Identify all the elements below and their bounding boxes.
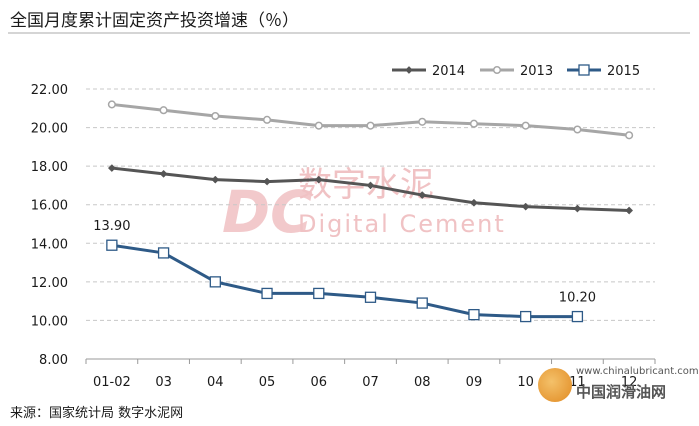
gridlines (86, 88, 655, 321)
y-tick-label: 12.00 (31, 276, 68, 291)
y-tick-label: 10.00 (31, 314, 68, 329)
title-divider (8, 32, 690, 34)
legend-label: 2013 (520, 64, 553, 79)
legend: 2014 2013 2015 (392, 64, 640, 79)
data-label: 10.20 (559, 291, 596, 306)
watermark-digital-cement: DC 数字水泥 Digital Cement (222, 165, 506, 246)
series-line-2015 (111, 243, 578, 319)
x-tick-label: 10 (517, 375, 534, 390)
point-2013 (314, 121, 323, 130)
point-2014 (366, 181, 375, 190)
point-2013 (107, 100, 116, 109)
point-2013 (159, 106, 168, 115)
series-line-2013 (111, 102, 630, 137)
x-tick-label: 04 (207, 375, 224, 390)
point-2014 (263, 177, 271, 186)
legend-label: 2015 (607, 64, 640, 79)
point-2013 (521, 121, 530, 130)
point-2015 (416, 297, 428, 309)
point-2014 (314, 175, 323, 184)
point-2014 (107, 164, 116, 173)
point-2015 (209, 276, 221, 288)
legend-marker (578, 64, 590, 76)
point-2013 (262, 115, 272, 124)
legend-item-2014: 2014 (392, 64, 465, 79)
point-2014 (159, 169, 168, 178)
x-tick-label: 03 (155, 375, 172, 390)
x-tick-label: 09 (466, 375, 483, 390)
y-tick-label: 16.00 (31, 199, 68, 214)
series-2014 (107, 164, 634, 215)
axes: 8.00 10.00 12.00 14.00 16.00 18.00 20.00 22.00 0… (31, 83, 656, 390)
watermark-en-text: Digital Cement (298, 210, 506, 238)
x-tick-label: 08 (414, 375, 431, 390)
source-note: 来源：国家统计局 数字水泥网 (10, 406, 184, 421)
legend-item-2013: 2013 (480, 64, 553, 79)
point-2013 (366, 121, 375, 130)
point-2015 (261, 287, 273, 300)
legend-label: 2014 (432, 64, 465, 79)
legend-item-2015: 2015 (567, 64, 640, 79)
y-tick-label: 18.00 (31, 160, 68, 175)
point-2014 (211, 175, 220, 184)
point-2015 (106, 239, 118, 251)
x-tick-label: 07 (362, 375, 379, 390)
y-tick-label: 20.00 (31, 122, 68, 137)
legend-marker (492, 65, 502, 75)
site-watermark: www.chinalubricant.com 中国润滑油网 (538, 366, 699, 416)
point-2015 (571, 310, 584, 323)
series-2013 (107, 100, 634, 140)
site-name: 中国润滑油网 (576, 383, 667, 401)
x-tick-label: 01-02 (93, 375, 131, 390)
point-2013 (625, 131, 634, 140)
point-2013 (418, 117, 427, 126)
point-2013 (573, 125, 582, 134)
point-2015 (520, 310, 532, 323)
legend-marker (405, 66, 413, 74)
y-tick-label: 22.00 (31, 83, 68, 98)
x-tick-label: 05 (259, 375, 276, 390)
series-layer (106, 100, 634, 323)
x-tick-label: 11 (569, 375, 586, 390)
y-tick-label: 8.00 (39, 353, 68, 368)
point-2014 (470, 198, 478, 207)
point-2014 (625, 206, 634, 215)
chart-title: 全国月度累计固定资产投资增速（％） (10, 11, 299, 31)
point-2014 (521, 202, 530, 211)
x-tick-label: 06 (310, 375, 327, 390)
site-url: www.chinalubricant.com (576, 366, 699, 377)
point-2013 (211, 111, 220, 121)
point-2015 (468, 308, 480, 321)
point-2013 (469, 119, 479, 128)
point-2014 (418, 191, 427, 200)
watermark-logo-letters: DC (222, 178, 313, 246)
site-logo-icon (538, 368, 572, 402)
point-2015 (364, 291, 377, 303)
series-2015 (106, 239, 584, 323)
point-2015 (313, 287, 325, 300)
point-2015 (157, 247, 170, 259)
x-tick-label: 12 (621, 375, 638, 390)
data-label: 13.90 (93, 219, 130, 234)
data-labels: 13.90 10.20 (93, 219, 596, 305)
y-tick-label: 14.00 (31, 237, 68, 252)
point-2014 (573, 204, 582, 213)
